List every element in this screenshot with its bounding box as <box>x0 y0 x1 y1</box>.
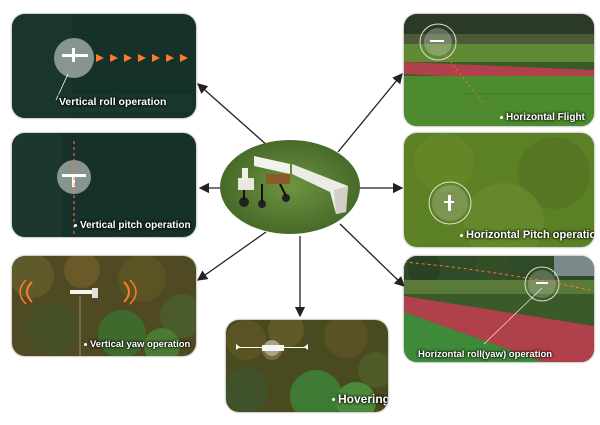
vertical-yaw-image <box>12 256 196 356</box>
horizontal-roll-yaw-image <box>404 256 594 362</box>
horizontal-roll-yaw-label: Horizontal roll(yaw) operation <box>418 349 553 360</box>
vertical-pitch-label-text: Vertical pitch operation <box>80 220 191 231</box>
vertical-yaw-label-text: Vertical yaw operation <box>90 339 191 350</box>
arrow-to-vertical-roll <box>197 83 269 147</box>
arrow-to-horizontal-roll <box>339 223 405 287</box>
vertical-pitch-image <box>12 133 196 237</box>
vertical-yaw-label: Vertical yaw operation <box>84 339 190 350</box>
bullet-icon <box>74 223 77 227</box>
horizontal-pitch-image <box>404 133 594 247</box>
vertical-roll-image <box>12 14 196 118</box>
hovering-label: Hovering <box>332 392 388 406</box>
panel-vertical-pitch: Vertical pitch operation <box>12 133 196 237</box>
vertical-roll-label: Vertical roll operation <box>59 96 167 108</box>
hovering-image <box>226 320 388 412</box>
bullet-icon <box>500 115 503 119</box>
horizontal-flight-image <box>404 14 594 126</box>
horizontal-flight-label-text: Horizontal Flight <box>506 112 585 123</box>
horizontal-pitch-label-text: Horizontal Pitch operation <box>466 229 594 241</box>
panel-hovering: Hovering <box>226 320 388 412</box>
bullet-icon <box>460 233 463 237</box>
arrow-to-vertical-yaw <box>196 231 267 281</box>
hovering-label-text: Hovering <box>338 392 388 406</box>
bullet-icon <box>332 398 335 402</box>
bullet-icon <box>84 342 87 346</box>
arrow-to-horizontal-flight <box>337 72 403 153</box>
panel-vertical-roll: Vertical roll operation <box>12 14 196 118</box>
panel-horizontal-roll-yaw: Horizontal roll(yaw) operation <box>404 256 594 362</box>
panel-vertical-yaw: Vertical yaw operation <box>12 256 196 356</box>
panel-horizontal-pitch: Horizontal Pitch operation <box>404 133 594 247</box>
horizontal-flight-label: Horizontal Flight <box>500 112 585 123</box>
center-aircraft-image <box>220 140 360 234</box>
horizontal-pitch-label: Horizontal Pitch operation <box>460 229 594 241</box>
panel-horizontal-flight: Horizontal Flight <box>404 14 594 126</box>
vertical-pitch-label: Vertical pitch operation <box>74 220 191 231</box>
